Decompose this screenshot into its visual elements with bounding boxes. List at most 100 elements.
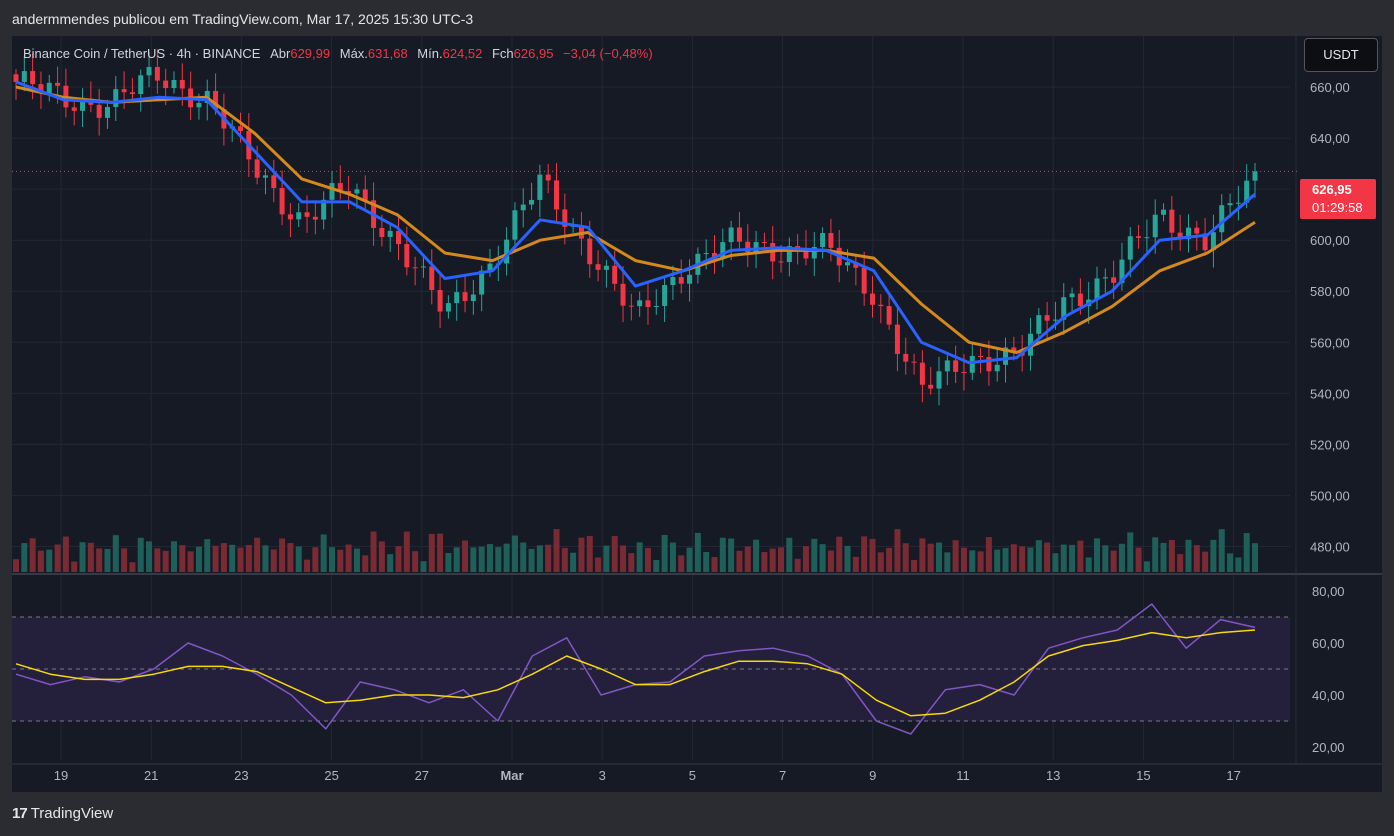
- candle-body: [612, 265, 618, 284]
- last-price: 626,95: [1312, 182, 1352, 197]
- candle-body: [387, 230, 393, 237]
- volume-bar: [21, 543, 28, 572]
- candle-body: [304, 212, 310, 217]
- volume-bar: [279, 538, 286, 572]
- candle-body: [828, 233, 834, 248]
- volume-bar: [561, 547, 568, 572]
- volume-bar: [237, 547, 244, 572]
- candle-body: [1003, 347, 1009, 365]
- volume-bar: [220, 543, 227, 572]
- brand[interactable]: 17 TradingView: [12, 805, 113, 822]
- volume-bar: [412, 551, 419, 572]
- time-tick-label: 27: [415, 768, 429, 783]
- candle-body: [537, 174, 543, 200]
- volume-bar: [445, 552, 452, 572]
- time-tick-label: 15: [1136, 768, 1150, 783]
- candle-body: [986, 357, 992, 372]
- candle-body: [587, 238, 593, 265]
- volume-bar: [628, 553, 635, 572]
- candle-body: [919, 362, 925, 385]
- volume-bar: [304, 559, 311, 572]
- candle-body: [861, 267, 867, 294]
- volume-bar: [362, 555, 369, 572]
- volume-bar: [1052, 553, 1059, 572]
- candle-body: [578, 225, 584, 239]
- price-tick-label: 560,00: [1310, 335, 1350, 350]
- candle-body: [262, 175, 268, 178]
- volume-bar: [245, 544, 252, 572]
- candle-body: [437, 289, 443, 312]
- time-tick-label: 23: [234, 768, 248, 783]
- candle-body: [362, 189, 368, 201]
- volume-bar: [395, 546, 402, 572]
- candle-body: [1011, 347, 1017, 353]
- volume-bar: [1044, 542, 1051, 572]
- candle-body: [786, 246, 792, 263]
- candle-body: [961, 371, 967, 373]
- volume-bar: [1060, 544, 1067, 572]
- candle-body: [753, 242, 759, 253]
- price-tick-label: 640,00: [1310, 131, 1350, 146]
- price-tick-label: 660,00: [1310, 80, 1350, 95]
- candle-body: [163, 80, 169, 89]
- volume-bar: [786, 537, 793, 572]
- volume-bar: [212, 545, 219, 572]
- volume-bar: [869, 538, 876, 572]
- volume-bar: [270, 549, 277, 572]
- volume-bar: [811, 538, 818, 572]
- volume-bar: [229, 544, 236, 572]
- volume-bar: [1135, 547, 1142, 572]
- volume-bar: [104, 548, 111, 572]
- open-value: 629,99: [290, 46, 331, 61]
- candle-body: [1210, 232, 1216, 251]
- volume-bar: [1143, 561, 1150, 572]
- candle-body: [845, 262, 851, 266]
- candle-body: [104, 107, 110, 118]
- candle-body: [38, 84, 44, 94]
- candle-body: [894, 324, 900, 354]
- volume-bar: [545, 544, 552, 572]
- candle-body: [13, 74, 19, 82]
- volume-bar: [495, 547, 502, 572]
- candle-body: [512, 210, 518, 240]
- currency-button[interactable]: USDT: [1304, 38, 1378, 72]
- volume-bar: [112, 535, 119, 572]
- rsi-tick-label: 60,00: [1312, 636, 1345, 651]
- volume-bar: [1102, 545, 1109, 572]
- volume-bar: [46, 549, 53, 572]
- volume-bar: [985, 537, 992, 572]
- candle-body: [645, 300, 651, 308]
- volume-bar: [1210, 539, 1217, 572]
- ohlc-legend: Binance Coin / TetherUS · 4h · BINANCE A…: [23, 46, 653, 61]
- time-tick-label: 5: [689, 768, 696, 783]
- candle-body: [520, 204, 526, 211]
- candle-body: [728, 227, 734, 243]
- candle-body: [296, 212, 302, 220]
- candle-body: [1194, 227, 1200, 234]
- volume-bar: [802, 546, 809, 572]
- candle-body: [279, 188, 285, 215]
- candle-body: [462, 292, 468, 302]
- volume-bar: [686, 547, 693, 572]
- volume-bar: [387, 554, 394, 572]
- volume-bar: [179, 545, 186, 572]
- volume-bar: [87, 542, 94, 572]
- volume-bar: [994, 549, 1001, 572]
- volume-bar: [886, 547, 893, 572]
- candle-body: [287, 214, 293, 220]
- candle-body: [1161, 209, 1167, 215]
- volume-bar: [736, 550, 743, 572]
- volume-bar: [511, 535, 518, 572]
- volume-bar: [586, 535, 593, 572]
- volume-bar: [428, 533, 435, 572]
- price-tick-label: 580,00: [1310, 284, 1350, 299]
- candle-body: [811, 247, 817, 259]
- volume-bar: [1002, 548, 1009, 572]
- candle-body: [928, 384, 934, 389]
- candle-body: [179, 79, 185, 89]
- volume-bar: [1235, 557, 1242, 572]
- candle-body: [1119, 259, 1125, 283]
- volume-bar: [146, 541, 153, 572]
- candle-body: [129, 92, 135, 95]
